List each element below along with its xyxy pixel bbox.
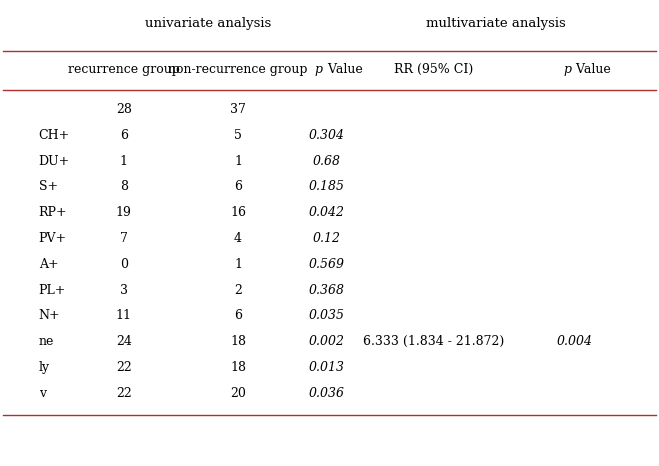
Text: Value: Value <box>572 63 611 76</box>
Text: 4: 4 <box>234 232 242 245</box>
Text: v: v <box>39 387 46 400</box>
Text: 22: 22 <box>116 387 132 400</box>
Text: 0.368: 0.368 <box>308 284 344 296</box>
Text: 18: 18 <box>230 335 246 348</box>
Text: N+: N+ <box>39 309 61 322</box>
Text: PV+: PV+ <box>39 232 67 245</box>
Text: 20: 20 <box>230 387 246 400</box>
Text: 6.333 (1.834 - 21.872): 6.333 (1.834 - 21.872) <box>363 335 505 348</box>
Text: 7: 7 <box>120 232 128 245</box>
Text: 0.042: 0.042 <box>308 206 344 219</box>
Text: PL+: PL+ <box>39 284 66 296</box>
Text: 0.185: 0.185 <box>308 180 344 193</box>
Text: 0.004: 0.004 <box>557 335 592 348</box>
Text: 24: 24 <box>116 335 132 348</box>
Text: 19: 19 <box>116 206 132 219</box>
Text: 0: 0 <box>120 258 128 271</box>
Text: DU+: DU+ <box>39 155 70 168</box>
Text: 0.68: 0.68 <box>312 155 340 168</box>
Text: ne: ne <box>39 335 54 348</box>
Text: 11: 11 <box>116 309 132 322</box>
Text: ly: ly <box>39 361 50 374</box>
Text: 0.013: 0.013 <box>308 361 344 374</box>
Text: 18: 18 <box>230 361 246 374</box>
Text: 16: 16 <box>230 206 246 219</box>
Text: univariate analysis: univariate analysis <box>146 17 272 30</box>
Text: 0.002: 0.002 <box>308 335 344 348</box>
Text: 6: 6 <box>120 129 128 142</box>
Text: A+: A+ <box>39 258 59 271</box>
Text: 28: 28 <box>116 103 132 116</box>
Text: CH+: CH+ <box>39 129 70 142</box>
Text: non-recurrence group: non-recurrence group <box>168 63 308 76</box>
Text: S+: S+ <box>39 180 58 193</box>
Text: 0.304: 0.304 <box>308 129 344 142</box>
Text: 3: 3 <box>120 284 128 296</box>
Text: 0.035: 0.035 <box>308 309 344 322</box>
Text: 0.036: 0.036 <box>308 387 344 400</box>
Text: 5: 5 <box>234 129 242 142</box>
Text: p: p <box>563 63 571 76</box>
Text: 1: 1 <box>120 155 128 168</box>
Text: RP+: RP+ <box>39 206 67 219</box>
Text: Value: Value <box>324 63 362 76</box>
Text: 6: 6 <box>234 309 242 322</box>
Text: p: p <box>315 63 323 76</box>
Text: 2: 2 <box>234 284 242 296</box>
Text: recurrence group: recurrence group <box>68 63 180 76</box>
Text: 22: 22 <box>116 361 132 374</box>
Text: 8: 8 <box>120 180 128 193</box>
Text: 6: 6 <box>234 180 242 193</box>
Text: 0.569: 0.569 <box>308 258 344 271</box>
Text: multivariate analysis: multivariate analysis <box>426 17 566 30</box>
Text: 1: 1 <box>234 258 242 271</box>
Text: RR (95% CI): RR (95% CI) <box>395 63 474 76</box>
Text: 0.12: 0.12 <box>312 232 340 245</box>
Text: 1: 1 <box>234 155 242 168</box>
Text: 37: 37 <box>230 103 246 116</box>
